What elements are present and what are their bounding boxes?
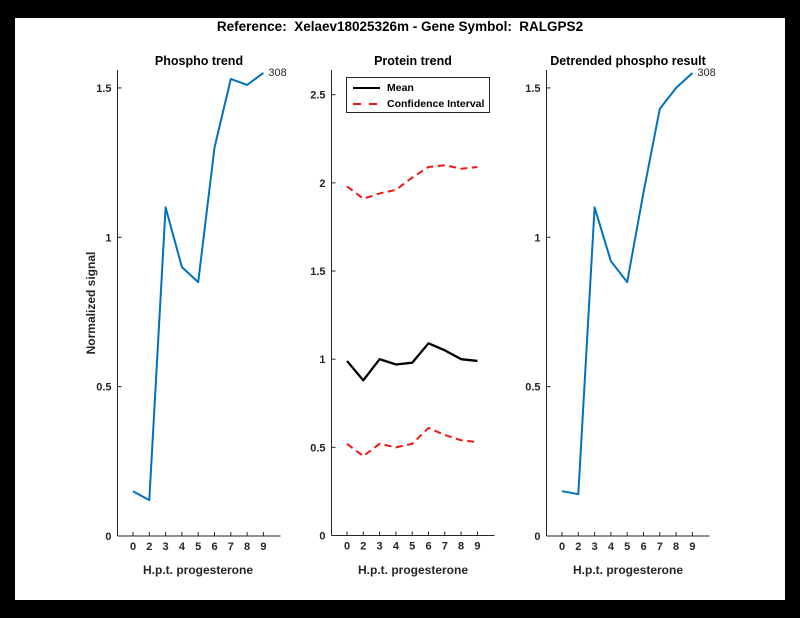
x-tick-label: 0 — [344, 541, 350, 553]
confidence-interval-line-sample-icon — [353, 102, 380, 106]
subplot3-x-axis-label: H.p.t. progesterone — [572, 563, 683, 577]
legend-item-mean: Mean — [347, 80, 489, 96]
x-tick-label: 8 — [458, 541, 464, 553]
mean-line-sample-icon — [353, 86, 380, 90]
figure-canvas — [15, 18, 785, 600]
x-tick-label: 7 — [442, 541, 448, 553]
y-tick-label: 1 — [319, 354, 325, 366]
series-line-confidence-interval-lower — [346, 426, 478, 458]
x-tick-label: 2 — [575, 541, 581, 553]
x-tick-label: 0 — [559, 541, 565, 553]
legend-mean-label: Mean — [387, 82, 414, 94]
x-tick-label: 5 — [195, 541, 201, 553]
y-tick-label: 1 — [534, 232, 540, 244]
y-tick-label: 0.5 — [525, 382, 540, 394]
series-line-308 — [132, 72, 264, 502]
x-tick-label: 7 — [657, 541, 663, 553]
y-tick-label: 0.5 — [96, 382, 111, 394]
x-tick-label: 5 — [409, 541, 415, 553]
y-tick-label: 0 — [105, 531, 111, 543]
x-tick-label: 4 — [608, 541, 615, 553]
series-line-mean — [346, 342, 478, 382]
x-tick-label: 8 — [244, 541, 250, 553]
y-tick-label: 0 — [319, 531, 325, 543]
x-tick-label: 9 — [689, 541, 695, 553]
x-tick-label: 0 — [130, 541, 136, 553]
x-tick-label: 2 — [360, 541, 366, 553]
subplot3-title: Detrended phospho result — [550, 54, 706, 68]
y-tick-label: 0 — [534, 531, 540, 543]
y-tick-label: 0.5 — [310, 442, 325, 454]
subplot2-x-axis-label: H.p.t. progesterone — [357, 563, 468, 577]
y-tick-label: 2.5 — [310, 90, 325, 102]
y-tick-label: 2 — [319, 178, 325, 190]
legend-item-confidence-interval: Confidence Interval — [347, 96, 489, 112]
x-tick-label: 3 — [592, 541, 598, 553]
x-tick-label: 7 — [228, 541, 234, 553]
subplot2-title: Protein trend — [374, 54, 452, 68]
legend-ci-label: Confidence Interval — [387, 98, 485, 110]
x-tick-label: 3 — [377, 541, 383, 553]
series-end-label: 308 — [697, 67, 715, 79]
x-tick-label: 8 — [673, 541, 679, 553]
series-line-308 — [561, 72, 694, 496]
y-tick-label: 1 — [105, 232, 111, 244]
series-line-confidence-interval-upper — [346, 164, 478, 200]
subplot-2: 0 2 3 4 5 6 7 8 900.511.522.5 — [310, 70, 495, 553]
subplot1-title: Phospho trend — [154, 54, 244, 68]
x-tick-label: 5 — [624, 541, 630, 553]
x-tick-label: 9 — [474, 541, 480, 553]
x-tick-label: 6 — [211, 541, 217, 553]
x-tick-label: 4 — [179, 541, 186, 553]
x-tick-label: 3 — [163, 541, 169, 553]
y-tick-label: 1.5 — [525, 83, 540, 95]
x-tick-label: 9 — [260, 541, 266, 553]
series-end-label: 308 — [268, 67, 286, 79]
legend: Mean Confidence Interval — [346, 77, 490, 113]
subplot1-x-axis-label: H.p.t. progesterone — [142, 563, 253, 577]
figure-title: Reference: Xelaev18025326m - Gene Symbol… — [216, 19, 584, 34]
x-tick-label: 2 — [146, 541, 152, 553]
x-tick-label: 6 — [425, 541, 431, 553]
x-tick-label: 6 — [640, 541, 646, 553]
y-tick-label: 1.5 — [96, 83, 111, 95]
x-tick-label: 4 — [393, 541, 400, 553]
y-tick-label: 1.5 — [310, 266, 325, 278]
